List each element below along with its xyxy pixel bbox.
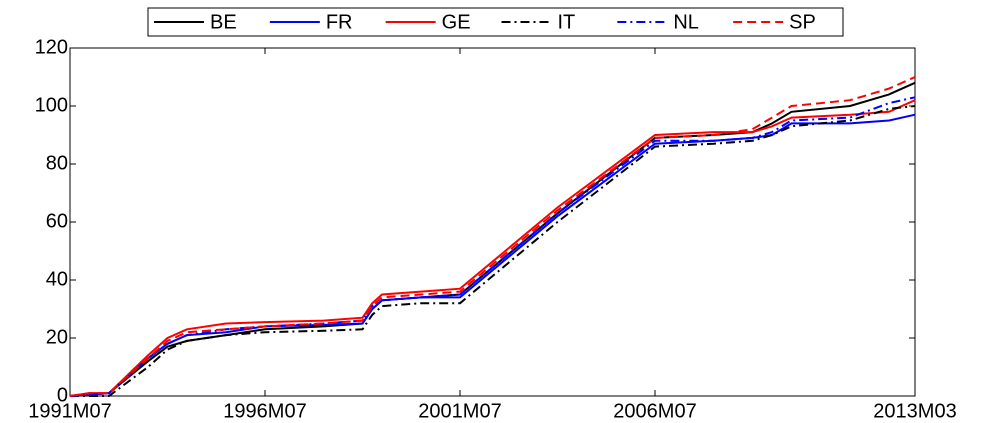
legend-label: GE [442, 11, 471, 33]
y-tick-label: 0 [57, 384, 68, 406]
series-line [69, 96, 916, 397]
y-tick-label: 60 [46, 210, 68, 232]
x-tick-label: 1996M07 [223, 400, 306, 422]
y-tick-label: 40 [46, 268, 68, 290]
y-tick-label: 120 [35, 36, 68, 58]
legend-label: SP [789, 11, 816, 33]
x-tick-label: 1991M07 [28, 400, 111, 422]
legend-label: IT [558, 11, 576, 33]
y-tick-label: 100 [35, 94, 68, 116]
x-tick-label: 2013M03 [873, 400, 956, 422]
series-line [70, 105, 916, 397]
x-tick-label: 2001M07 [418, 400, 501, 422]
x-tick-label: 2006M07 [613, 400, 696, 422]
series-line [69, 113, 916, 397]
legend-label: NL [673, 11, 699, 33]
y-tick-label: 20 [46, 326, 68, 348]
legend-label: FR [326, 11, 353, 33]
series-line [69, 76, 916, 397]
legend-label: BE [210, 11, 237, 33]
plot-frame [69, 47, 916, 397]
y-tick-label: 80 [46, 152, 68, 174]
legend-box [147, 7, 844, 37]
series-line [69, 99, 916, 397]
series-line [69, 81, 916, 397]
